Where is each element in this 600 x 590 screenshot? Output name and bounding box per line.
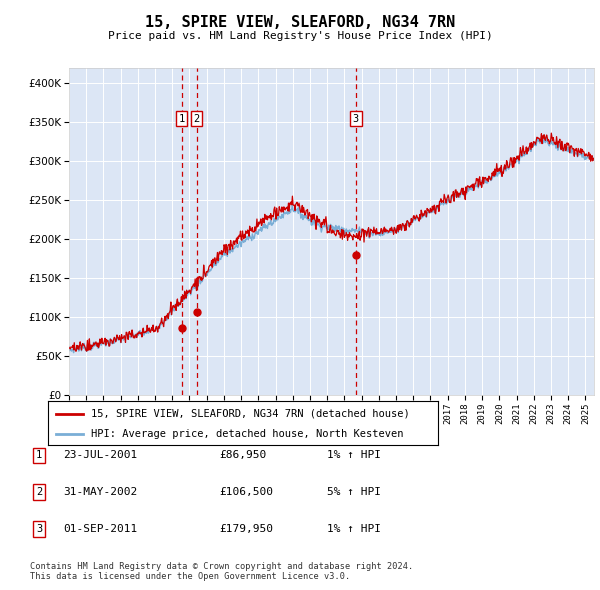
Text: 1% ↑ HPI: 1% ↑ HPI [327,451,381,460]
Text: 5% ↑ HPI: 5% ↑ HPI [327,487,381,497]
Text: 3: 3 [36,524,42,533]
Text: Price paid vs. HM Land Registry's House Price Index (HPI): Price paid vs. HM Land Registry's House … [107,31,493,41]
Text: 31-MAY-2002: 31-MAY-2002 [63,487,137,497]
Text: 2: 2 [194,113,200,123]
Text: 1% ↑ HPI: 1% ↑ HPI [327,524,381,533]
Text: £179,950: £179,950 [219,524,273,533]
Text: £86,950: £86,950 [219,451,266,460]
Text: 2: 2 [36,487,42,497]
Text: Contains HM Land Registry data © Crown copyright and database right 2024.
This d: Contains HM Land Registry data © Crown c… [30,562,413,581]
Text: 01-SEP-2011: 01-SEP-2011 [63,524,137,533]
Text: 1: 1 [36,451,42,460]
Text: 3: 3 [353,113,359,123]
Text: £106,500: £106,500 [219,487,273,497]
Text: HPI: Average price, detached house, North Kesteven: HPI: Average price, detached house, Nort… [91,430,403,440]
Text: 23-JUL-2001: 23-JUL-2001 [63,451,137,460]
Text: 1: 1 [179,113,185,123]
Text: 15, SPIRE VIEW, SLEAFORD, NG34 7RN (detached house): 15, SPIRE VIEW, SLEAFORD, NG34 7RN (deta… [91,409,410,418]
Text: 15, SPIRE VIEW, SLEAFORD, NG34 7RN: 15, SPIRE VIEW, SLEAFORD, NG34 7RN [145,15,455,30]
